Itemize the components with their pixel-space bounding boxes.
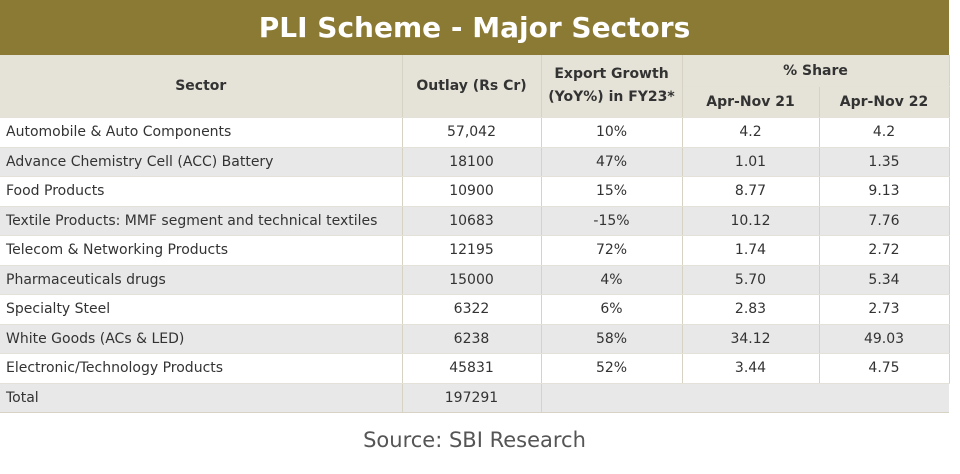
cell-export-growth: 47% xyxy=(541,147,683,177)
cell-sector: Food Products xyxy=(0,176,403,207)
table-row: Advance Chemistry Cell (ACC) Battery 1810… xyxy=(0,147,950,177)
cell-share-apr-nov-22: 4.75 xyxy=(819,353,950,384)
total-empty-cell xyxy=(541,383,949,413)
cell-sector: White Goods (ACs & LED) xyxy=(0,324,403,354)
cell-export-growth: 4% xyxy=(541,265,683,295)
pli-sectors-table: Sector Outlay (Rs Cr) Export Growth (YoY… xyxy=(0,55,950,413)
cell-outlay: 12195 xyxy=(402,235,542,266)
total-outlay: 197291 xyxy=(402,383,542,413)
header-share: % Share xyxy=(682,55,950,87)
table-row: Electronic/Technology Products 45831 52% 3.… xyxy=(0,353,950,384)
table-row: Automobile & Auto Components 57,042 10% 4.2… xyxy=(0,117,950,148)
cell-share-apr-nov-22: 7.76 xyxy=(819,206,950,236)
cell-outlay: 6238 xyxy=(402,324,542,354)
cell-outlay: 6322 xyxy=(402,294,542,325)
cell-export-growth: 6% xyxy=(541,294,683,325)
source-caption: Source: SBI Research xyxy=(363,428,586,452)
cell-share-apr-nov-21: 3.44 xyxy=(682,353,820,384)
total-label: Total xyxy=(0,383,403,413)
cell-share-apr-nov-21: 1.74 xyxy=(682,235,820,266)
cell-share-apr-nov-22: 1.35 xyxy=(819,147,950,177)
cell-outlay: 45831 xyxy=(402,353,542,384)
header-export-growth-line1: Export Growth xyxy=(554,66,669,82)
cell-outlay: 10900 xyxy=(402,176,542,207)
cell-outlay: 57,042 xyxy=(402,117,542,148)
table-row: Textile Products: MMF segment and techni… xyxy=(0,206,950,236)
cell-share-apr-nov-21: 10.12 xyxy=(682,206,820,236)
total-row: Total 197291 xyxy=(0,383,949,413)
cell-sector: Automobile & Auto Components xyxy=(0,117,403,148)
cell-export-growth: 10% xyxy=(541,117,683,148)
cell-export-growth: 58% xyxy=(541,324,683,354)
cell-export-growth: 72% xyxy=(541,235,683,266)
cell-share-apr-nov-22: 2.73 xyxy=(819,294,950,325)
table-row: Specialty Steel 6322 6% 2.83 2.73 xyxy=(0,294,950,325)
cell-share-apr-nov-21: 4.2 xyxy=(682,117,820,148)
cell-share-apr-nov-21: 5.70 xyxy=(682,265,820,295)
cell-outlay: 15000 xyxy=(402,265,542,295)
cell-sector: Electronic/Technology Products xyxy=(0,353,403,384)
table-row: White Goods (ACs & LED) 6238 58% 34.12 49.03 xyxy=(0,324,950,354)
cell-sector: Telecom & Networking Products xyxy=(0,235,403,266)
cell-share-apr-nov-22: 9.13 xyxy=(819,176,950,207)
header-outlay: Outlay (Rs Cr) xyxy=(402,55,542,118)
cell-share-apr-nov-22: 5.34 xyxy=(819,265,950,295)
cell-export-growth: -15% xyxy=(541,206,683,236)
cell-sector: Textile Products: MMF segment and techni… xyxy=(0,206,403,236)
cell-share-apr-nov-22: 49.03 xyxy=(819,324,950,354)
cell-sector: Pharmaceuticals drugs xyxy=(0,265,403,295)
header-apr-nov-22: Apr-Nov 22 xyxy=(819,86,950,118)
cell-export-growth: 52% xyxy=(541,353,683,384)
cell-outlay: 10683 xyxy=(402,206,542,236)
cell-export-growth: 15% xyxy=(541,176,683,207)
table-row: Telecom & Networking Products 12195 72% 1.7… xyxy=(0,235,950,266)
table-row: Pharmaceuticals drugs 15000 4% 5.70 5.34 xyxy=(0,265,950,295)
header-sector: Sector xyxy=(0,55,403,118)
cell-share-apr-nov-22: 4.2 xyxy=(819,117,950,148)
header-export-growth-line2: (YoY%) in FY23* xyxy=(548,89,675,105)
cell-share-apr-nov-21: 8.77 xyxy=(682,176,820,207)
cell-outlay: 18100 xyxy=(402,147,542,177)
table-title: PLI Scheme - Major Sectors xyxy=(0,0,949,55)
cell-sector: Advance Chemistry Cell (ACC) Battery xyxy=(0,147,403,177)
cell-share-apr-nov-21: 2.83 xyxy=(682,294,820,325)
table-row: Food Products 10900 15% 8.77 9.13 xyxy=(0,176,950,207)
cell-sector: Specialty Steel xyxy=(0,294,403,325)
cell-share-apr-nov-22: 2.72 xyxy=(819,235,950,266)
cell-share-apr-nov-21: 1.01 xyxy=(682,147,820,177)
header-export-growth: Export Growth (YoY%) in FY23* xyxy=(541,55,683,118)
cell-share-apr-nov-21: 34.12 xyxy=(682,324,820,354)
header-apr-nov-21: Apr-Nov 21 xyxy=(682,86,820,118)
